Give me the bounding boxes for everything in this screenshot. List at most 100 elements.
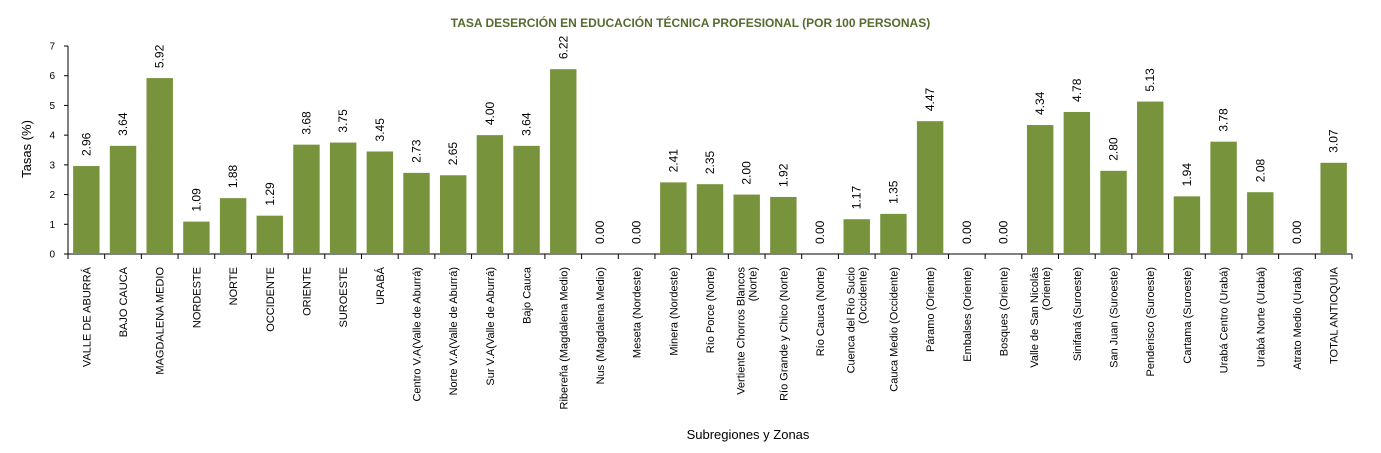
data-label: 3.64 bbox=[116, 112, 130, 136]
category-label: NORDESTE bbox=[191, 267, 203, 328]
bar bbox=[256, 215, 283, 254]
category-label: Vertiente Chorros Blancos bbox=[736, 267, 748, 395]
data-label: 2.96 bbox=[79, 132, 93, 156]
y-tick-label: 4 bbox=[49, 131, 55, 142]
data-label: 4.78 bbox=[1070, 78, 1084, 102]
bar bbox=[476, 135, 504, 254]
bar bbox=[513, 145, 540, 254]
data-label: 2.41 bbox=[666, 149, 680, 173]
category-label: Río Grande y Chico (Norte) bbox=[778, 267, 790, 401]
data-label: 3.07 bbox=[1327, 129, 1341, 153]
category-label: San Juan (Suroeste) bbox=[1109, 267, 1121, 368]
data-label: 3.68 bbox=[299, 111, 313, 135]
data-label: 1.35 bbox=[886, 180, 900, 204]
data-label: 4.47 bbox=[923, 87, 937, 111]
bar bbox=[403, 172, 430, 254]
bar bbox=[1247, 192, 1274, 254]
data-label: 1.94 bbox=[1180, 163, 1194, 187]
category-label: BAJO CAUCA bbox=[118, 266, 130, 337]
category-label: Valle de San Nicolás bbox=[1029, 267, 1041, 368]
category-label: VALLE DE ABURRÁ bbox=[80, 266, 93, 367]
data-label: 0.00 bbox=[813, 220, 827, 244]
bar bbox=[439, 175, 467, 254]
bar bbox=[550, 69, 577, 254]
category-label: Cuenca del Río Sucio bbox=[846, 267, 858, 373]
bar bbox=[73, 166, 100, 254]
data-label: 3.75 bbox=[336, 109, 350, 133]
bars bbox=[73, 69, 1347, 255]
category-label: ORIENTE bbox=[301, 267, 313, 316]
bar bbox=[1210, 141, 1237, 254]
bar bbox=[1026, 125, 1054, 254]
bar bbox=[770, 196, 797, 254]
data-label: 0.00 bbox=[630, 220, 644, 244]
data-label: 1.09 bbox=[189, 188, 203, 212]
bar bbox=[219, 198, 247, 254]
category-label: Urabá Norte (Urabá) bbox=[1255, 267, 1267, 367]
category-label: Embalses (Oriente) bbox=[962, 267, 974, 362]
bar bbox=[329, 142, 357, 254]
data-label: 2.80 bbox=[1107, 137, 1121, 161]
category-label: SUROESTE bbox=[338, 267, 350, 328]
category-label: URABÁ bbox=[374, 266, 387, 305]
category-label: (Occidente) bbox=[858, 267, 870, 324]
data-label: 3.45 bbox=[373, 118, 387, 142]
category-label: Ribereña (Magdalena Medio) bbox=[558, 267, 570, 409]
data-label: 2.65 bbox=[446, 142, 460, 166]
data-label: 3.64 bbox=[520, 112, 534, 136]
bar bbox=[109, 145, 137, 254]
category-label: Centro V.A(Valle de Aburrá) bbox=[412, 267, 424, 402]
bar bbox=[880, 213, 907, 254]
bar bbox=[696, 184, 724, 254]
y-axis-label: Tasas (%) bbox=[19, 120, 34, 178]
category-label: (Norte) bbox=[748, 267, 760, 301]
category-label: Páramo (Oriente) bbox=[925, 267, 937, 352]
data-label: 1.92 bbox=[776, 163, 790, 187]
bar bbox=[1100, 170, 1127, 254]
data-label: 1.29 bbox=[263, 182, 277, 206]
bar bbox=[293, 144, 320, 254]
y-tick-label: 7 bbox=[49, 42, 55, 53]
bar bbox=[1173, 196, 1201, 254]
data-label: 2.35 bbox=[703, 150, 717, 174]
category-label: Norte V.A(Valle de Aburrá) bbox=[448, 267, 460, 395]
bar bbox=[366, 151, 394, 254]
category-label: Bajo Cauca bbox=[522, 266, 534, 324]
category-label: TOTAL ANTIOQUIA bbox=[1329, 266, 1341, 364]
y-tick-label: 2 bbox=[49, 190, 55, 201]
category-label: OCCIDENTE bbox=[265, 267, 277, 332]
category-label: Bosques (Oriente) bbox=[998, 267, 1010, 356]
chart-title: TASA DESERCIÓN EN EDUCACIÓN TÉCNICA PROF… bbox=[450, 16, 931, 30]
bar bbox=[146, 78, 173, 254]
x-axis-label: Subregiones y Zonas bbox=[687, 427, 810, 442]
data-label: 6.22 bbox=[556, 35, 570, 59]
y-tick-label: 1 bbox=[49, 220, 55, 231]
bar bbox=[183, 221, 210, 254]
category-label: Río Porce (Norte) bbox=[705, 267, 717, 353]
category-label: Cauca Medio (Occidente) bbox=[888, 267, 900, 392]
category-label: Río Cauca (Norte) bbox=[815, 267, 827, 356]
y-tick-label: 3 bbox=[49, 160, 55, 171]
category-label: Minera (Nordeste) bbox=[668, 267, 680, 356]
category-label: NORTE bbox=[228, 267, 240, 305]
category-label: MAGDALENA MEDIO bbox=[155, 267, 167, 375]
bar bbox=[1137, 101, 1164, 255]
data-label: 2.00 bbox=[740, 161, 754, 185]
labels: 2.96 VALLE DE ABURRÁ 3.64 BAJO CAUCA 5.92 MAG… bbox=[79, 35, 1340, 409]
category-label: Urabá Centro (Urabá) bbox=[1219, 267, 1231, 373]
data-label: 4.00 bbox=[483, 101, 497, 125]
data-label: 0.00 bbox=[996, 220, 1010, 244]
category-label: Meseta (Nordeste) bbox=[632, 267, 644, 358]
data-label: 2.08 bbox=[1253, 159, 1267, 183]
data-label: 3.78 bbox=[1217, 108, 1231, 132]
y-tick-label: 0 bbox=[49, 250, 55, 261]
category-label: Cartama (Suroeste) bbox=[1182, 267, 1194, 364]
y-tick-label: 6 bbox=[49, 71, 55, 82]
category-label: (Oriente) bbox=[1041, 267, 1053, 310]
category-label: Penderisco (Suroeste) bbox=[1145, 267, 1157, 376]
bar bbox=[733, 194, 760, 254]
data-label: 0.00 bbox=[593, 220, 607, 244]
bar bbox=[660, 182, 687, 254]
data-label: 5.13 bbox=[1143, 68, 1157, 92]
